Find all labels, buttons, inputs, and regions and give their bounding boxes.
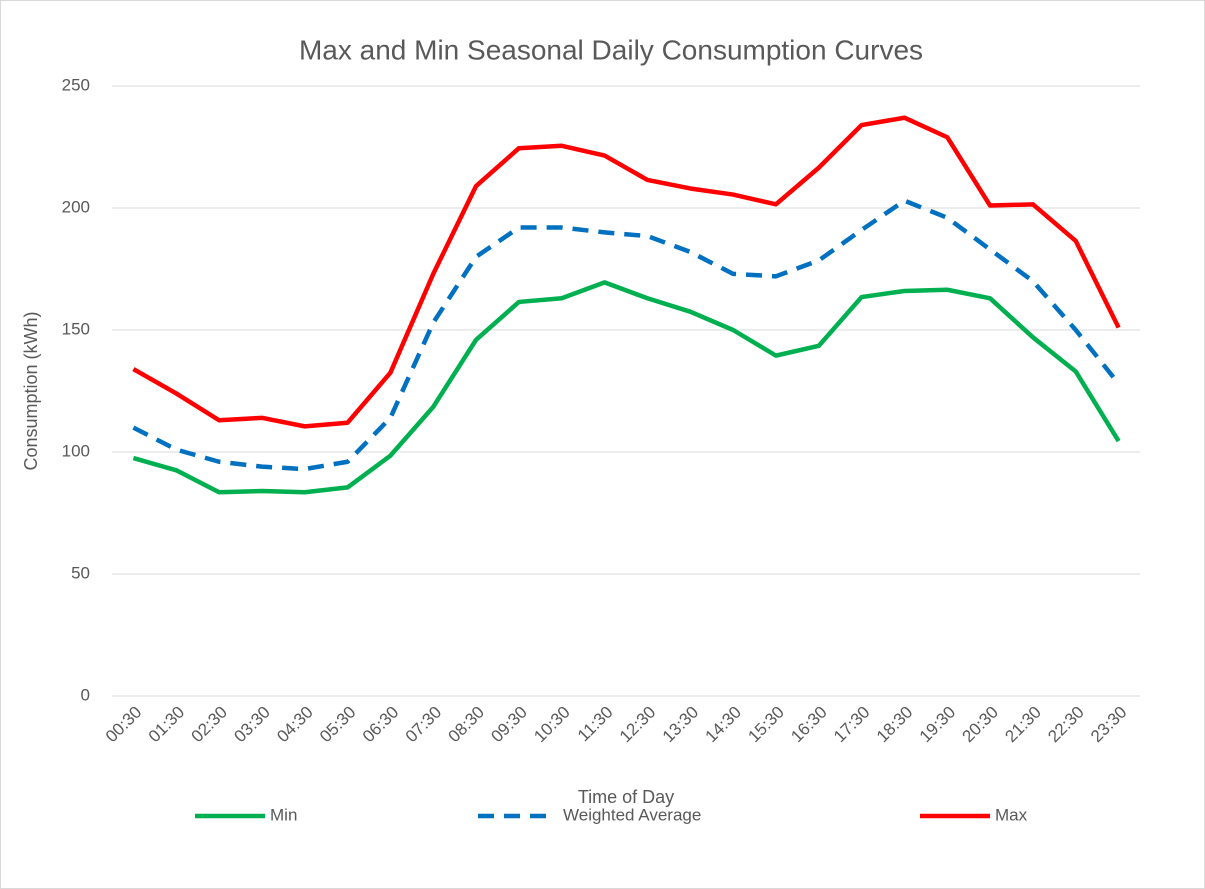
y-tick-label: 200 (62, 197, 90, 216)
legend-label: Weighted Average (563, 805, 701, 824)
series-line (132, 280, 1121, 495)
series-line (132, 115, 1121, 429)
y-tick-label: 250 (62, 75, 90, 94)
y-tick-label: 50 (71, 563, 90, 582)
chart-title: Max and Min Seasonal Daily Consumption C… (299, 34, 923, 65)
legend-label: Min (270, 805, 297, 824)
series-line (132, 198, 1121, 472)
y-axis-title: Consumption (kWh) (21, 311, 41, 470)
y-tick-label: 0 (81, 685, 90, 704)
x-axis-title: Time of Day (578, 787, 674, 807)
legend-label: Max (995, 805, 1028, 824)
y-tick-label: 150 (62, 319, 90, 338)
y-tick-label: 100 (62, 441, 90, 460)
